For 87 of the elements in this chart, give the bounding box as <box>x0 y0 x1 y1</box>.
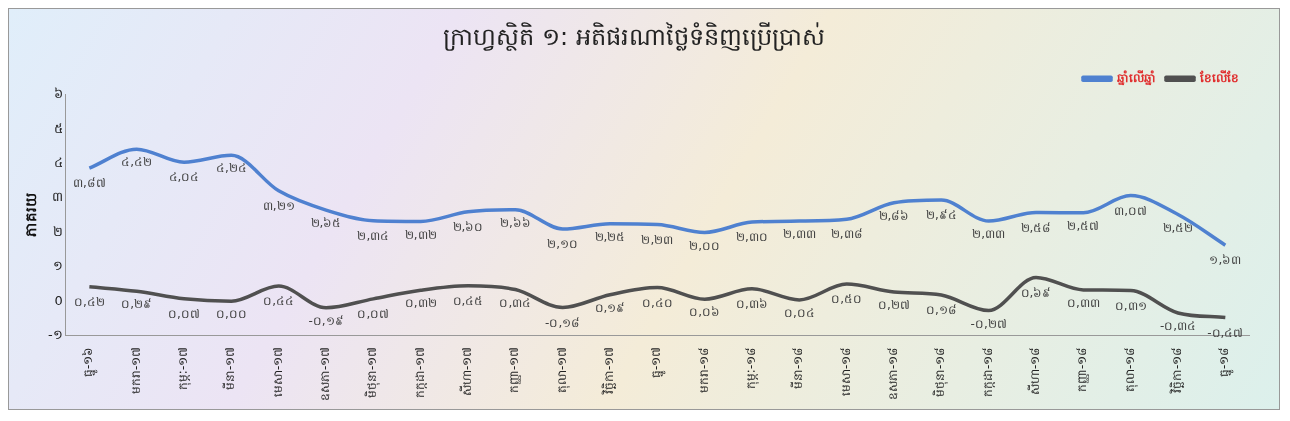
data-label: ៣,០៧ <box>1114 203 1148 218</box>
x-tick-label: មេសា-១៧ <box>270 346 285 398</box>
data-label: ០,៣៤ <box>499 295 532 310</box>
x-tick-label: សីហា-១៨ <box>1027 346 1043 396</box>
data-label: ២,៣៤ <box>357 228 390 243</box>
data-label: ៤,០៤ <box>168 170 200 185</box>
data-label: ០,១៨ <box>925 303 957 318</box>
data-label: ០,២៩ <box>121 297 153 312</box>
data-label: ២,៦៥ <box>310 216 342 231</box>
y-tick-label: 0 <box>54 292 63 308</box>
x-tick-label: ធ្នូ-១៦ <box>81 346 99 378</box>
x-tick-label: តុលា-១៧ <box>554 346 570 394</box>
x-tick-label: តុលា-១៨ <box>1122 346 1138 393</box>
x-tick-label: វិច្ឆិកា-១៧ <box>601 346 617 396</box>
y-tick-label: ៤ <box>53 154 63 170</box>
x-tick-label: សីហា-១៧ <box>459 346 475 397</box>
y-axis-title: ភាគរយ <box>21 193 40 238</box>
data-label: ០,៤៥ <box>452 293 484 308</box>
x-tick-label: មករា-១៧ <box>128 346 143 395</box>
data-label: ២,៦៦ <box>499 215 531 230</box>
data-label: ០,៣១ <box>1114 298 1147 313</box>
data-label: ០,៥០ <box>831 292 863 307</box>
x-tick-label: ឧសភា-១៧ <box>318 346 333 402</box>
x-tick-label: វិច្ឆិកា-១៨ <box>1169 346 1185 395</box>
x-tick-label: កញ្ញា-១៨ <box>1075 346 1090 393</box>
data-label: ០,០៧ <box>168 306 200 321</box>
data-label: ២,៩៤ <box>925 208 957 223</box>
data-label: ០,៣៣ <box>1066 296 1100 311</box>
x-tick-label: ឧសភា-១៨ <box>886 346 901 401</box>
legend-label: ខែលើខែ <box>1199 69 1239 85</box>
data-label: ០,០៤ <box>783 306 815 321</box>
data-label: ២,៦០ <box>452 219 484 234</box>
data-label: ០,៦៩ <box>1020 285 1052 300</box>
data-label: ២,៣២ <box>404 227 437 242</box>
y-tick-label: ៦ <box>53 86 63 102</box>
y-tick-label: ២ <box>52 223 63 239</box>
x-tick-label: ធ្នូ-១៨ <box>1217 346 1235 378</box>
data-label: -០,១៩ <box>308 313 344 328</box>
data-label: ២,៥៧ <box>1067 218 1100 233</box>
data-label: ៣,២១ <box>262 198 295 213</box>
data-label: ៤,២៤ <box>215 161 247 176</box>
data-label: ៤,៤២ <box>121 155 153 170</box>
data-label: ០,៤០ <box>641 295 673 310</box>
x-tick-label: មីនា-១៨ <box>790 346 806 390</box>
data-label: ០,៤២ <box>73 294 105 309</box>
data-label: ៣,៨៧ <box>72 176 106 191</box>
x-tick-label: កុម្ភៈ-១៧ <box>176 346 192 391</box>
x-tick-label: ធ្នូ-១៧ <box>649 346 667 379</box>
data-label: ១,៦៣ <box>1209 253 1242 268</box>
chart-title: ក្រាហ្វស្ថិតិ ១: អតិផរណាថ្លៃទំនិញប្រើប្រាស់ <box>443 21 825 51</box>
x-tick-label: កក្កដា-១៧ <box>412 346 427 399</box>
y-tick-label: -១ <box>47 327 63 343</box>
data-label: ២,៣៨ <box>830 227 863 242</box>
data-label: ២,៨៦ <box>878 208 910 223</box>
y-tick-label: ៣ <box>51 189 63 205</box>
data-label: -០,៤៧ <box>1207 325 1244 340</box>
data-label: ២,០០ <box>689 238 721 253</box>
y-tick-label: ១ <box>52 258 63 274</box>
data-label: ២,៣០ <box>736 230 768 245</box>
data-label: -០,២៧ <box>970 316 1007 331</box>
x-tick-label: កញ្ញា-១៧ <box>507 346 522 394</box>
data-label: ០,៤៤ <box>263 294 295 309</box>
data-label: ០,១៩ <box>594 300 626 315</box>
x-tick-label: កុម្ភៈ-១៨ <box>744 346 760 390</box>
legend-label: ឆ្នាំលើឆ្នាំ <box>1117 69 1156 86</box>
data-label: ២,២៣ <box>641 232 674 247</box>
data-label: ០,៣៦ <box>736 297 768 311</box>
x-tick-label: មិថុនា-១៧ <box>364 346 381 399</box>
data-label: ២,៣៣ <box>972 227 1006 242</box>
data-label: ០,០៧ <box>357 306 390 321</box>
data-label: -០,១៨ <box>545 315 581 330</box>
data-label: -០,៣៤ <box>1159 319 1197 334</box>
data-label: ០,៣២ <box>404 296 437 311</box>
data-label: ២,៥៨ <box>1020 220 1052 235</box>
x-tick-label: មីនា-១៧ <box>222 346 238 391</box>
x-tick-label: កក្កដា-១៨ <box>980 346 995 398</box>
x-tick-label: មេសា-១៨ <box>838 346 853 397</box>
x-tick-label: មករា-១៨ <box>696 346 711 394</box>
data-label: ២,៣៣ <box>782 227 816 242</box>
data-label: ០,០៦ <box>689 305 721 320</box>
data-label: ០,២៧ <box>878 298 910 313</box>
data-label: ២,២៥ <box>594 229 626 244</box>
data-label: ២,៥២ <box>1162 220 1194 235</box>
data-label: ០,០០ <box>215 307 247 322</box>
x-tick-label: មិថុនា-១៨ <box>932 346 949 398</box>
y-tick-label: ៥ <box>53 120 63 136</box>
data-label: ២,១០ <box>547 237 579 252</box>
